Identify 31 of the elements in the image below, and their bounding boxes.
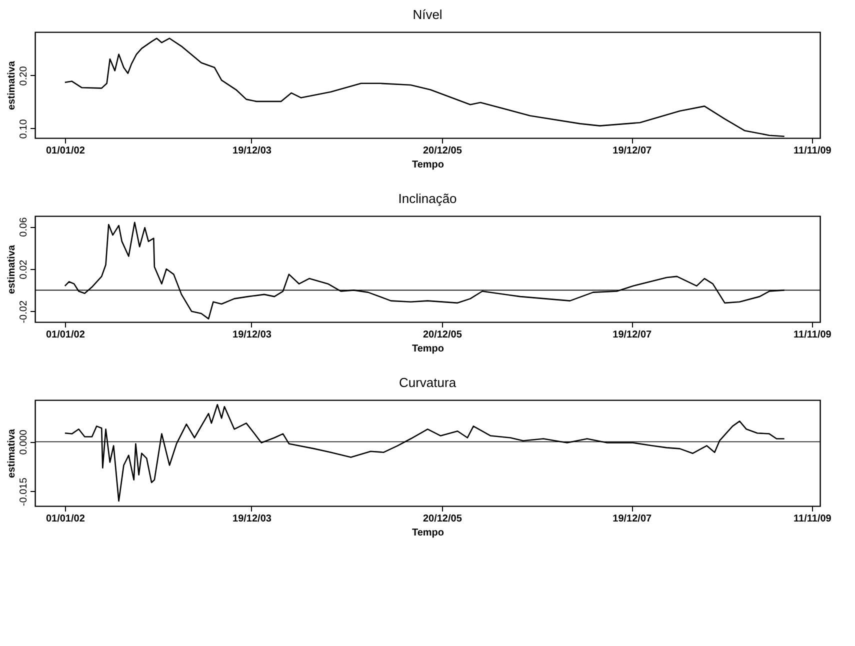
x-tick-label: 20/12/05 — [422, 330, 462, 340]
x-tick-label: 11/11/09 — [794, 514, 832, 524]
x-tick-label: 20/12/05 — [422, 146, 462, 156]
x-tick-label: 19/12/07 — [612, 514, 652, 524]
x-tick-label: 19/12/07 — [612, 330, 652, 340]
x-tick-label: 01/01/02 — [46, 330, 86, 340]
x-tick-label: 19/12/03 — [232, 330, 272, 340]
x-tick-label: 01/01/02 — [46, 146, 86, 156]
x-tick-label: 11/11/09 — [794, 146, 832, 156]
y-tick-label: 0.000 — [18, 429, 30, 455]
x-tick-label: 19/12/07 — [612, 146, 652, 156]
x-tick-label: 19/12/03 — [232, 514, 272, 524]
x-axis-title: Tempo — [412, 160, 444, 170]
y-tick-label: 0.06 — [18, 216, 30, 237]
y-axis-title: estimativa — [6, 60, 18, 110]
y-tick-label: 0.20 — [18, 66, 30, 86]
y-axis-title: estimativa — [6, 428, 18, 478]
x-tick-label: 11/11/09 — [794, 330, 832, 340]
y-axis-title: estimativa — [6, 244, 18, 294]
chart-title: Nível — [412, 7, 442, 22]
x-tick-label: 20/12/05 — [422, 514, 462, 524]
x-tick-label: 19/12/03 — [232, 146, 272, 156]
chart-title: Curvatura — [398, 375, 457, 390]
y-tick-label: -0.02 — [18, 300, 30, 324]
y-tick-label: 0.10 — [18, 118, 30, 139]
x-axis-title: Tempo — [412, 528, 444, 538]
y-tick-label: -0.015 — [18, 477, 30, 506]
x-tick-label: 01/01/02 — [46, 514, 86, 524]
chart-title: Inclinação — [398, 191, 457, 206]
y-tick-label: 0.02 — [18, 259, 30, 280]
x-axis-title: Tempo — [412, 344, 444, 354]
